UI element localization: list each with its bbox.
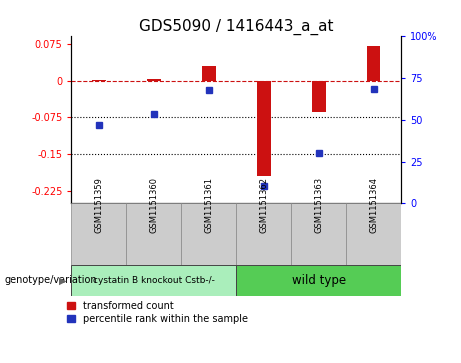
- Bar: [147, 78, 161, 81]
- Bar: [236, 265, 401, 296]
- Text: ▶: ▶: [59, 276, 67, 285]
- Text: GSM1151360: GSM1151360: [149, 177, 159, 233]
- Bar: [181, 203, 236, 265]
- Bar: [291, 203, 346, 265]
- Bar: [71, 265, 236, 296]
- Text: GSM1151361: GSM1151361: [204, 177, 213, 233]
- Bar: [312, 81, 325, 113]
- Text: GSM1151359: GSM1151359: [95, 177, 103, 233]
- Bar: [126, 203, 181, 265]
- Bar: [367, 46, 380, 81]
- Text: genotype/variation: genotype/variation: [5, 276, 97, 285]
- Legend: transformed count, percentile rank within the sample: transformed count, percentile rank withi…: [67, 301, 248, 324]
- Bar: [236, 203, 291, 265]
- Bar: [346, 203, 401, 265]
- Bar: [71, 203, 126, 265]
- Title: GDS5090 / 1416443_a_at: GDS5090 / 1416443_a_at: [139, 19, 333, 35]
- Bar: [257, 81, 271, 176]
- Text: cystatin B knockout Cstb-/-: cystatin B knockout Cstb-/-: [93, 276, 215, 285]
- Text: GSM1151362: GSM1151362: [259, 177, 268, 233]
- Bar: [202, 66, 216, 81]
- Bar: [92, 79, 106, 81]
- Text: wild type: wild type: [292, 274, 346, 287]
- Text: GSM1151363: GSM1151363: [314, 177, 323, 233]
- Text: GSM1151364: GSM1151364: [369, 177, 378, 233]
